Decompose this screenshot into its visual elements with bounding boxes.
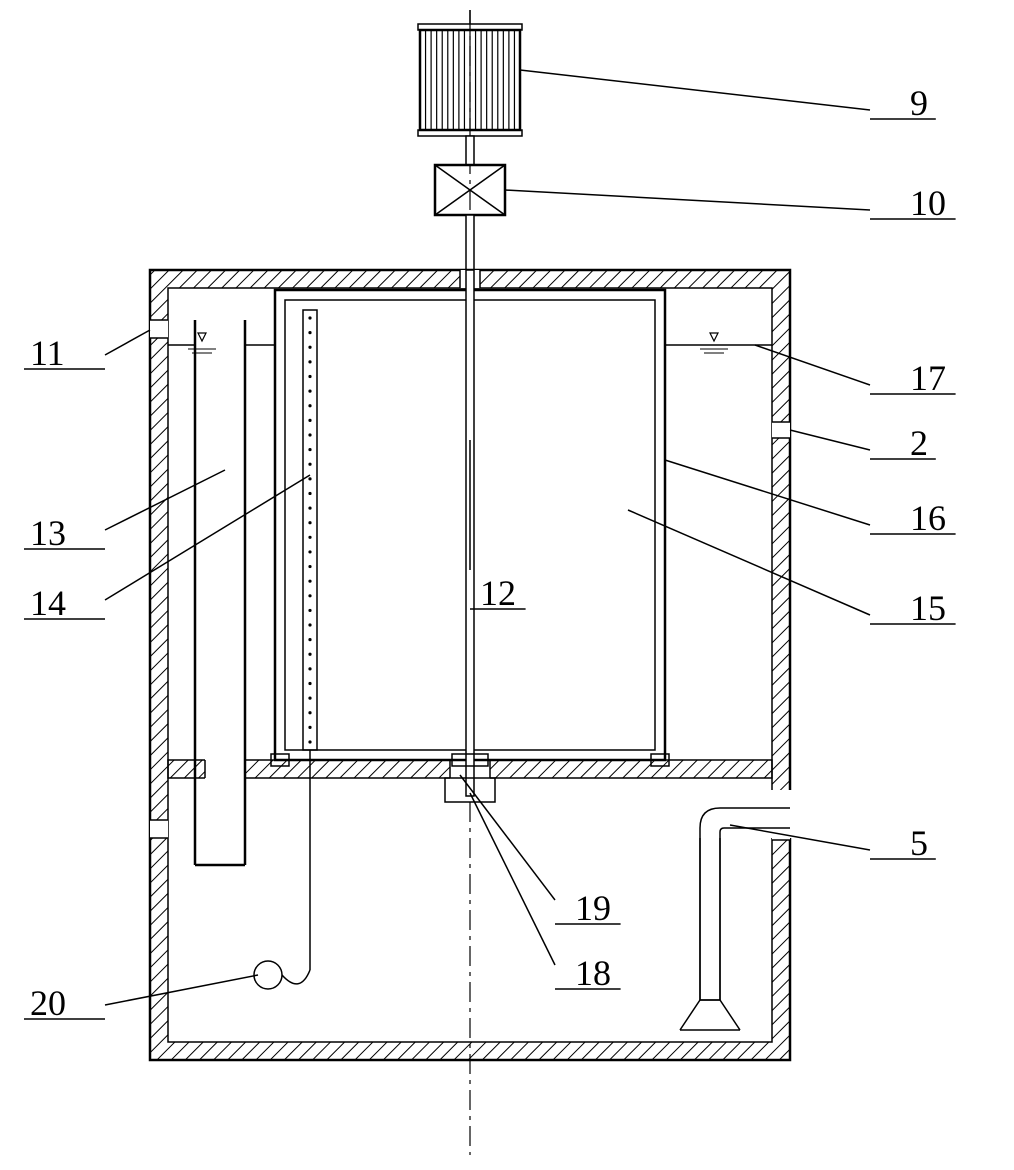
shaft-upper [466,136,474,165]
label-18: 18 [575,953,611,993]
leader-18 [470,793,555,965]
label-15: 15 [910,588,946,628]
label-17: 17 [910,358,946,398]
label-19: 19 [575,888,611,928]
leader-16 [665,460,870,525]
label-14: 14 [30,583,66,623]
label-2: 2 [910,423,928,463]
leader-10 [505,190,870,210]
leader-9 [520,70,870,110]
coil [254,961,282,989]
label-12: 12 [480,573,516,613]
suction-pipe [700,810,720,1000]
label-5: 5 [910,823,928,863]
leader-11 [105,330,150,355]
leader-2 [790,430,870,450]
label-9: 9 [910,83,928,123]
leader-19 [460,775,555,900]
leader-14 [105,475,310,600]
label-16: 16 [910,498,946,538]
label-20: 20 [30,983,66,1023]
label-13: 13 [30,513,66,553]
apparatus-diagram: 2 5 9 10 11 12 13 14 15 16 17 18 19 20 [0,0,1014,1170]
leader-20 [105,975,258,1005]
label-11: 11 [30,333,65,373]
label-10: 10 [910,183,946,223]
